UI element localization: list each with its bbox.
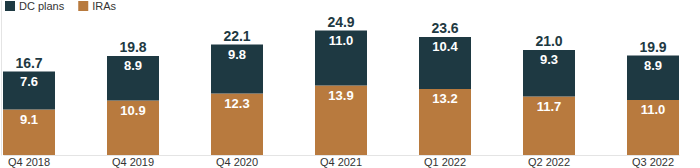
data-label: 9.1 bbox=[20, 112, 38, 127]
data-label: 11.0 bbox=[641, 102, 666, 117]
tick: Q3 2022 bbox=[632, 155, 674, 168]
legend-item: IRAs bbox=[78, 0, 116, 12]
bar-segment bbox=[315, 86, 367, 156]
data-label: 8.9 bbox=[644, 58, 662, 73]
tick-label: Q1 2022 bbox=[424, 156, 466, 168]
tick-label: Q4 2019 bbox=[112, 156, 154, 168]
bar-segment bbox=[3, 110, 55, 156]
total-label: 21.0 bbox=[535, 33, 562, 49]
data-label: 11.0 bbox=[329, 33, 354, 48]
legend-swatch bbox=[5, 1, 15, 11]
data-label: 10.4 bbox=[432, 39, 458, 54]
series-bars bbox=[3, 31, 679, 110]
bar-segment bbox=[523, 97, 575, 156]
tick-label: Q4 2020 bbox=[216, 156, 258, 168]
legend-item: DC plans bbox=[5, 0, 65, 12]
series-bars bbox=[3, 86, 679, 156]
data-label: 9.8 bbox=[228, 47, 246, 62]
total-label: 23.6 bbox=[431, 20, 458, 36]
labels: 9.1 10.9 12.3 13.9 13.2 11.7 11.0 7.6 8.9 9.8 11.0… bbox=[15, 14, 666, 127]
data-label: 8.9 bbox=[124, 58, 142, 73]
legend-label: DC plans bbox=[19, 0, 65, 12]
tick: Q4 2021 bbox=[320, 155, 362, 168]
data-label: 12.3 bbox=[224, 96, 249, 111]
data-label: 9.3 bbox=[540, 52, 558, 67]
plot-area bbox=[3, 31, 679, 156]
total-label: 24.9 bbox=[327, 14, 354, 30]
bar-segment bbox=[107, 101, 159, 156]
data-label: 10.9 bbox=[120, 103, 145, 118]
total-label: 22.1 bbox=[223, 28, 250, 44]
bar-segment bbox=[315, 31, 367, 86]
chart: 9.1 10.9 12.3 13.9 13.2 11.7 11.0 7.6 8.9 9.8 11.0… bbox=[0, 0, 700, 168]
legend-swatch bbox=[78, 1, 88, 11]
bar-segment bbox=[211, 94, 263, 156]
tick: Q1 2022 bbox=[424, 155, 466, 168]
tick: Q4 2019 bbox=[112, 155, 154, 168]
data-label: 7.6 bbox=[20, 74, 38, 89]
bar-segment bbox=[3, 72, 55, 110]
bar-segment bbox=[419, 89, 471, 155]
legend-label: IRAs bbox=[92, 0, 116, 12]
tick: Q4 2020 bbox=[216, 155, 258, 168]
data-label: 11.7 bbox=[537, 99, 562, 114]
tick-label: Q3 2022 bbox=[632, 156, 674, 168]
data-label: 13.2 bbox=[432, 91, 457, 106]
y-axis bbox=[1, 1, 2, 156]
legend: DC plans IRAs bbox=[5, 0, 117, 12]
tick: Q2 2022 bbox=[528, 155, 570, 168]
tick: Q4 2018 bbox=[8, 155, 50, 168]
total-label: 19.8 bbox=[119, 39, 146, 55]
total-label: 19.9 bbox=[639, 39, 666, 55]
total-label: 16.7 bbox=[15, 55, 42, 71]
tick-label: Q2 2022 bbox=[528, 156, 570, 168]
bar-segment bbox=[211, 45, 263, 94]
tick-label: Q4 2018 bbox=[8, 156, 50, 168]
bar-segment bbox=[107, 56, 159, 101]
tick-label: Q4 2021 bbox=[320, 156, 362, 168]
data-label: 13.9 bbox=[328, 88, 353, 103]
bar-segment bbox=[419, 37, 471, 89]
x-axis: Q4 2018 Q4 2019 Q4 2020 Q4 2021 Q1 2022 Q2 20… bbox=[4, 155, 680, 168]
bar-segment bbox=[627, 56, 679, 101]
bar-segment bbox=[627, 100, 679, 155]
bar-segment bbox=[523, 50, 575, 97]
axis-line bbox=[1, 1, 2, 156]
